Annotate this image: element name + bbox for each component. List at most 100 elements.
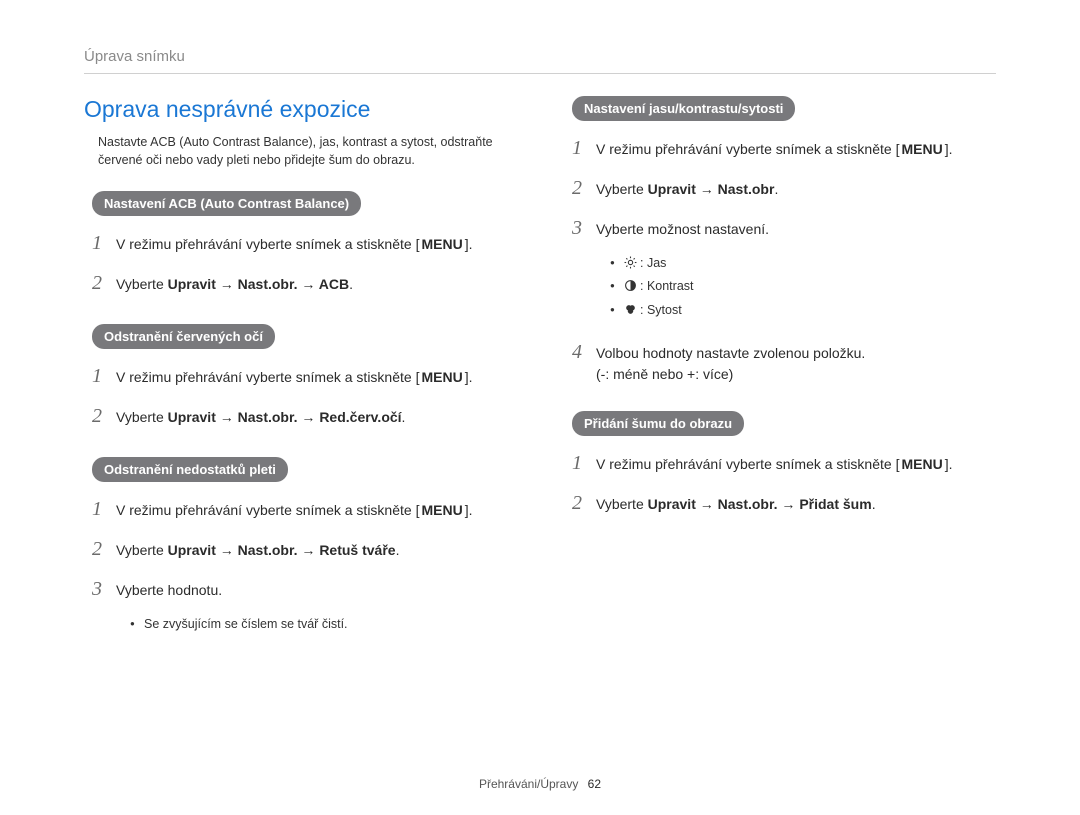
sun-icon [624, 255, 637, 276]
contrast-icon [624, 278, 637, 299]
t: : Jas [640, 256, 666, 270]
right-column: Nastavení jasu/kontrastu/sytosti 1 V rež… [564, 96, 996, 662]
step-number: 2 [92, 268, 116, 298]
t: V režimu přehrávání vyberte snímek a sti… [116, 369, 419, 385]
steps-acb: 1 V režimu přehrávání vyberte snímek a s… [92, 228, 516, 298]
menu-key: MENU [899, 139, 944, 160]
breadcrumb: Úprava snímku [84, 48, 996, 74]
step-text: V režimu přehrávání vyberte snímek a sti… [116, 500, 516, 521]
step-number: 1 [92, 494, 116, 524]
pill-redeye: Odstranění červených očí [92, 324, 275, 349]
pill-noise: Přidání šumu do obrazu [572, 411, 744, 436]
step: 1 V režimu přehrávání vyberte snímek a s… [92, 361, 516, 391]
step-number: 3 [92, 574, 116, 604]
pill-acb: Nastavení ACB (Auto Contrast Balance) [92, 191, 361, 216]
step-number: 2 [572, 173, 596, 203]
bullet-list: : Jas : Kontrast : Sytost [610, 253, 996, 323]
pill-bcs: Nastavení jasu/kontrastu/sytosti [572, 96, 795, 121]
t: Vyberte [116, 276, 168, 292]
step: 1 V režimu přehrávání vyberte snímek a s… [572, 133, 996, 163]
step-number: 2 [92, 534, 116, 564]
t: : Kontrast [640, 279, 694, 293]
step-text: Vyberte Upravit → Nast.obr. [596, 179, 996, 200]
step-text: V režimu přehrávání vyberte snímek a sti… [116, 234, 516, 255]
bold: Upravit → Nast.obr. → Retuš tváře [168, 542, 396, 558]
t: : Sytost [640, 303, 682, 317]
t: . [402, 409, 406, 425]
step-text: Vyberte hodnotu. [116, 580, 516, 601]
step-text: V režimu přehrávání vyberte snímek a sti… [596, 139, 996, 160]
step: 1 V režimu přehrávání vyberte snímek a s… [92, 494, 516, 524]
step: 2 Vyberte Upravit → Nast.obr. → Red.červ… [92, 401, 516, 431]
t: V režimu přehrávání vyberte snímek a sti… [116, 236, 419, 252]
bold: Upravit → Nast.obr. → ACB [168, 276, 350, 292]
page-number: 62 [588, 777, 601, 791]
content-columns: Oprava nesprávné expozice Nastavte ACB (… [84, 96, 996, 662]
t: ]. [945, 141, 953, 157]
steps-noise: 1 V režimu přehrávání vyberte snímek a s… [572, 448, 996, 518]
step-number: 2 [572, 488, 596, 518]
saturation-icon [624, 302, 637, 323]
step: 1 V režimu přehrávání vyberte snímek a s… [92, 228, 516, 258]
bold: Upravit → Nast.obr. → Přidat šum [648, 496, 872, 512]
step-number: 1 [572, 133, 596, 163]
t: . [872, 496, 876, 512]
step-number: 4 [572, 337, 596, 367]
step: 2 Vyberte Upravit → Nast.obr. → Přidat š… [572, 488, 996, 518]
step: 4 Volbou hodnoty nastavte zvolenou polož… [572, 337, 996, 385]
t: Volbou hodnoty nastavte zvolenou položku… [596, 345, 865, 361]
step-number: 1 [92, 228, 116, 258]
step: 3 Vyberte možnost nastavení. [572, 213, 996, 243]
steps-bcs: 1 V režimu přehrávání vyberte snímek a s… [572, 133, 996, 385]
menu-key: MENU [419, 234, 464, 255]
bold: Upravit → Nast.obr [648, 181, 775, 197]
step-text: V režimu přehrávání vyberte snímek a sti… [596, 454, 996, 475]
step-text: Vyberte Upravit → Nast.obr. → Přidat šum… [596, 494, 996, 515]
menu-key: MENU [419, 367, 464, 388]
t: . [396, 542, 400, 558]
bold: Upravit → Nast.obr. → Red.červ.očí [168, 409, 402, 425]
step: 1 V režimu přehrávání vyberte snímek a s… [572, 448, 996, 478]
step: 2 Vyberte Upravit → Nast.obr. → ACB. [92, 268, 516, 298]
t: . [349, 276, 353, 292]
steps-redeye: 1 V režimu přehrávání vyberte snímek a s… [92, 361, 516, 431]
bullet-item: : Jas [610, 253, 996, 276]
steps-skin: 1 V režimu přehrávání vyberte snímek a s… [92, 494, 516, 635]
step-text: Vyberte možnost nastavení. [596, 219, 996, 240]
t: ]. [945, 456, 953, 472]
step-text: Vyberte Upravit → Nast.obr. → Red.červ.o… [116, 407, 516, 428]
intro-text: Nastavte ACB (Auto Contrast Balance), ja… [98, 133, 516, 169]
step-number: 1 [572, 448, 596, 478]
step-number: 2 [92, 401, 116, 431]
step: 2 Vyberte Upravit → Nast.obr. [572, 173, 996, 203]
t: Vyberte [596, 181, 648, 197]
left-column: Oprava nesprávné expozice Nastavte ACB (… [84, 96, 516, 662]
menu-key: MENU [419, 500, 464, 521]
step-text: Volbou hodnoty nastavte zvolenou položku… [596, 343, 996, 385]
t: (-: méně nebo +: více) [596, 366, 733, 382]
bullet-item: : Sytost [610, 300, 996, 323]
step-number: 1 [92, 361, 116, 391]
bullet-list: Se zvyšujícím se číslem se tvář čistí. [130, 614, 516, 635]
t: Vyberte [116, 409, 168, 425]
step: 3 Vyberte hodnotu. [92, 574, 516, 604]
pill-skin: Odstranění nedostatků pleti [92, 457, 288, 482]
page-title: Oprava nesprávné expozice [84, 96, 516, 123]
step-number: 3 [572, 213, 596, 243]
bullet-item: : Kontrast [610, 276, 996, 299]
step-text: Vyberte Upravit → Nast.obr. → ACB. [116, 274, 516, 295]
menu-key: MENU [899, 454, 944, 475]
step-text: Vyberte Upravit → Nast.obr. → Retuš tvář… [116, 540, 516, 561]
footer-label: Přehráváni/Úpravy [479, 777, 578, 791]
step-text: V režimu přehrávání vyberte snímek a sti… [116, 367, 516, 388]
footer: Přehráváni/Úpravy 62 [0, 777, 1080, 791]
t: ]. [465, 236, 473, 252]
step: 2 Vyberte Upravit → Nast.obr. → Retuš tv… [92, 534, 516, 564]
t: V režimu přehrávání vyberte snímek a sti… [596, 141, 899, 157]
t: Vyberte [596, 496, 648, 512]
bullet-item: Se zvyšujícím se číslem se tvář čistí. [130, 614, 516, 635]
t: ]. [465, 502, 473, 518]
t: Vyberte [116, 542, 168, 558]
t: ]. [465, 369, 473, 385]
t: . [774, 181, 778, 197]
